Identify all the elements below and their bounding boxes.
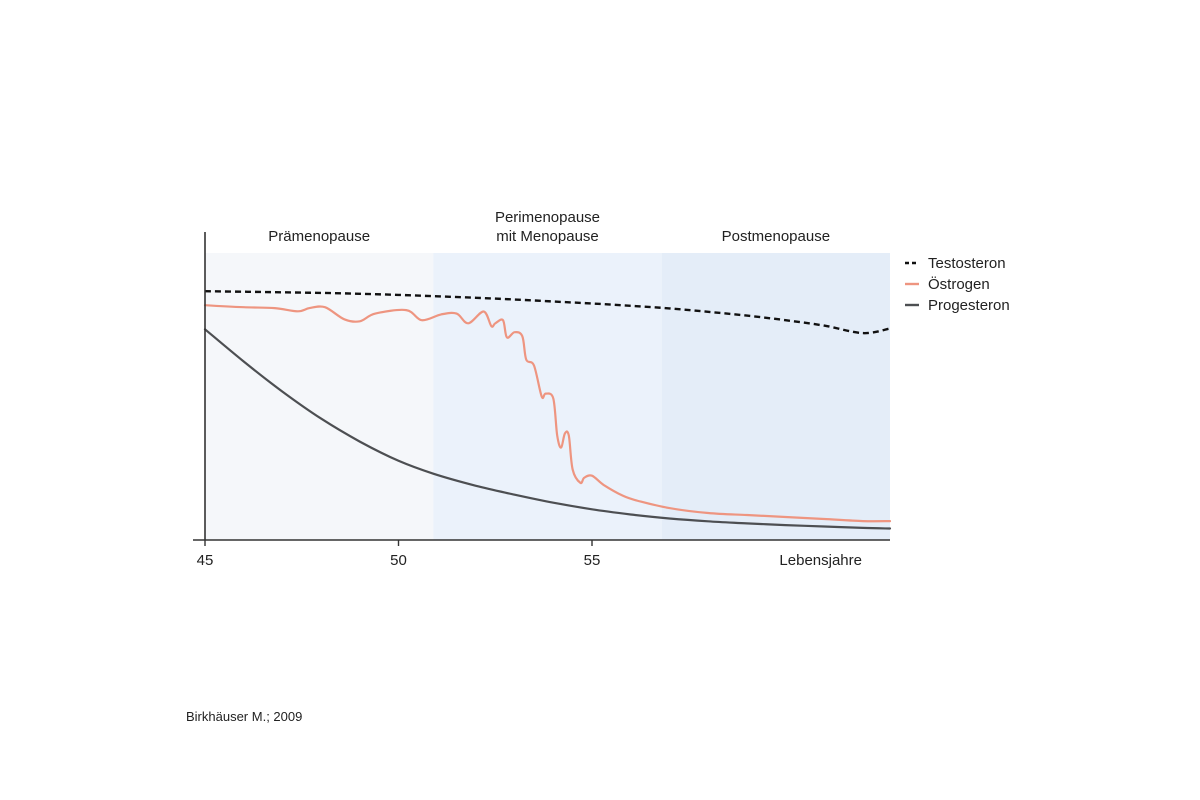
phase-label: mit Menopause [496,228,599,245]
legend: Testosteron Östrogen Progesteron [905,255,1010,314]
series-lines [203,290,892,530]
legend-label: Progesteron [928,297,1010,314]
phase-label: Postmenopause [722,228,830,245]
phase-labels: Prämenopause Perimenopause mit Menopause Po… [268,209,830,245]
x-axis-label: Lebensjahre [779,552,862,569]
x-tick-label: 45 [197,552,214,569]
phase-label: Perimenopause [495,209,600,226]
x-tick-label: 55 [584,552,601,569]
series-line [203,328,892,530]
phase-bands [205,253,890,540]
legend-label: Testosteron [928,255,1006,272]
phase-band [661,253,890,540]
legend-label: Östrogen [928,275,990,293]
axes [193,232,890,541]
series-line [203,304,892,523]
phase-band [205,253,434,540]
x-tick-label: 50 [390,552,407,569]
source-citation: Birkhäuser M.; 2009 [186,709,303,724]
phase-label: Prämenopause [268,228,370,245]
x-tick-labels: 45 50 55 [197,540,601,569]
series-line [204,290,891,335]
